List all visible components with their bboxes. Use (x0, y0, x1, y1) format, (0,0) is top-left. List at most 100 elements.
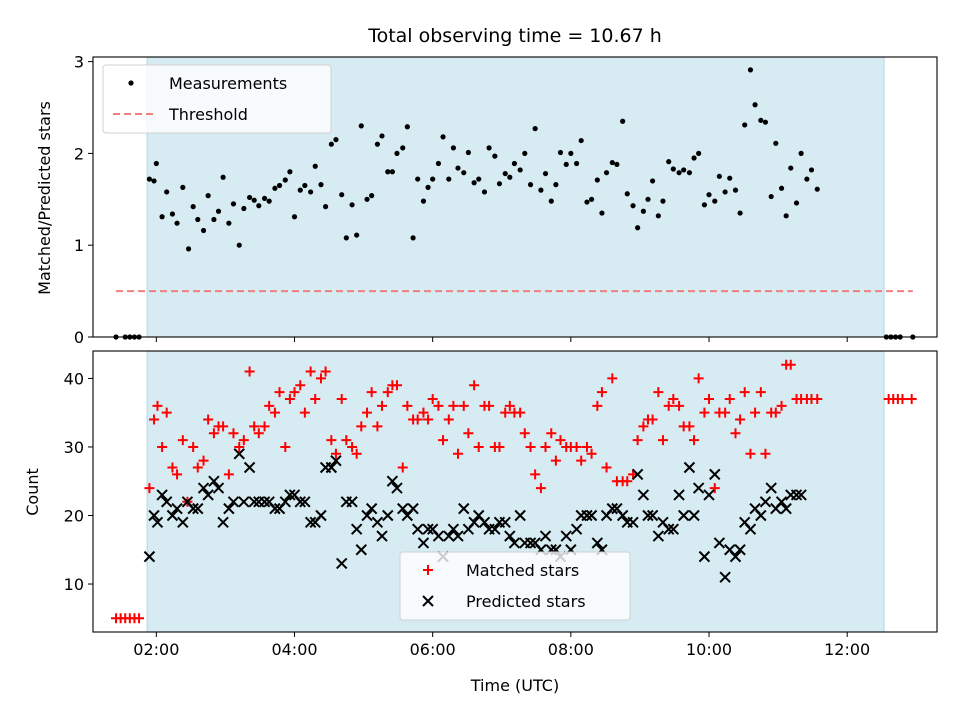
matched-star-marker (172, 469, 183, 480)
matched-star-marker (356, 421, 367, 432)
legend-marker-plus (423, 565, 433, 575)
matched-star-marker (770, 407, 781, 418)
measurement-point (676, 170, 682, 176)
measurement-point (455, 165, 461, 171)
measurement-point (578, 137, 584, 144)
legend-marker-dot (128, 80, 134, 86)
predicted-star-marker (336, 557, 348, 570)
count-axis-label: Count (23, 468, 42, 516)
matched-star-marker (760, 448, 771, 459)
predicted-star-marker (202, 489, 214, 501)
predicted-star-marker (411, 523, 424, 535)
matched-star-marker (280, 441, 291, 452)
measurement-point (471, 180, 477, 186)
measurement-point (814, 186, 820, 192)
predicted-star-marker (227, 496, 240, 508)
measurement-point (574, 160, 580, 167)
matched-star-marker (699, 407, 710, 418)
measurement-point (798, 150, 804, 156)
matched-star-marker (423, 414, 434, 425)
measurement-point (450, 145, 456, 151)
measurement-point (527, 182, 534, 188)
y-tick-label: 2 (74, 144, 84, 163)
predicted-star-marker (223, 502, 235, 515)
measurement-point (476, 176, 482, 182)
matched-star-marker (897, 393, 908, 404)
matched-star-marker (315, 373, 326, 384)
predicted-star-marker (652, 530, 665, 542)
measurement-point (716, 173, 722, 179)
predicted-star-marker (729, 550, 742, 563)
predicted-star-marker (304, 516, 317, 529)
predicted-star-marker (217, 516, 229, 529)
measurement-point (272, 185, 278, 191)
predicted-star-marker (417, 537, 430, 549)
matched-star-marker (284, 393, 295, 404)
matched-star-marker (689, 435, 700, 446)
measurement-point (620, 118, 626, 124)
matched-star-marker (581, 441, 592, 452)
x-tick-label: 04:00 (271, 640, 317, 659)
matched-star-marker (674, 400, 685, 411)
measurement-point (645, 196, 651, 202)
measurement-point (374, 141, 381, 147)
measurement-point (440, 134, 446, 140)
matched-star-marker (504, 400, 515, 411)
matched-star-marker (735, 414, 746, 425)
predicted-star-marker (698, 550, 711, 563)
predicted-star-marker (432, 530, 445, 542)
measurement-point (691, 155, 697, 161)
predicted-star-marker (637, 489, 650, 501)
matched-star-marker (274, 387, 285, 398)
y-tick-label: 10 (64, 575, 84, 594)
matched-star-marker (372, 421, 383, 432)
matched-star-marker (812, 393, 823, 404)
matched-star-marker (704, 393, 715, 404)
matched-star-marker (305, 366, 316, 377)
predicted-star-marker (508, 537, 521, 549)
matched-star-marker (192, 462, 203, 473)
measurement-point (415, 176, 421, 182)
matched-star-marker (596, 387, 607, 398)
measurement-point (584, 199, 590, 205)
measurement-point (354, 232, 360, 238)
measurement-point (146, 176, 153, 182)
measurement-point (553, 182, 559, 188)
matched-star-marker (244, 366, 255, 377)
measurement-point (686, 170, 693, 176)
measurement-point (778, 185, 785, 191)
x-tick-label: 08:00 (548, 640, 594, 659)
matched-star-marker (484, 400, 495, 411)
measurement-point (169, 211, 176, 217)
matched-star-marker (546, 428, 557, 439)
measurement-point (762, 119, 769, 125)
x-tick-label: 10:00 (686, 640, 732, 659)
matched-star-marker (622, 476, 633, 487)
measurement-point (343, 235, 349, 241)
predicted-star-marker (667, 523, 680, 535)
predicted-star-marker (238, 496, 250, 508)
measurement-point (681, 167, 687, 173)
predicted-star-marker (499, 516, 511, 529)
predicted-star-marker (407, 502, 419, 515)
predicted-star-marker (143, 550, 156, 563)
ratio-axis-label: Matched/Predicted stars (35, 101, 54, 295)
predicted-star-marker (325, 461, 338, 474)
predicted-star-marker (299, 496, 311, 508)
matched-star-marker (412, 414, 423, 425)
predicted-star-marker (703, 489, 715, 501)
measurement-point (783, 213, 789, 219)
measurement-point (522, 150, 528, 156)
matched-star-marker (540, 441, 551, 452)
matched-star-marker (264, 400, 275, 411)
measurement-point (215, 208, 222, 214)
legend: Measurements Threshold (102, 64, 332, 134)
measurement-point (256, 203, 262, 209)
chart-title: Total observing time = 10.67 h (367, 25, 662, 47)
measurement-point (614, 161, 620, 168)
predicted-star-marker (616, 509, 629, 522)
predicted-star-marker (365, 502, 378, 515)
predicted-star-marker (775, 496, 788, 508)
predicted-star-marker (258, 496, 271, 508)
